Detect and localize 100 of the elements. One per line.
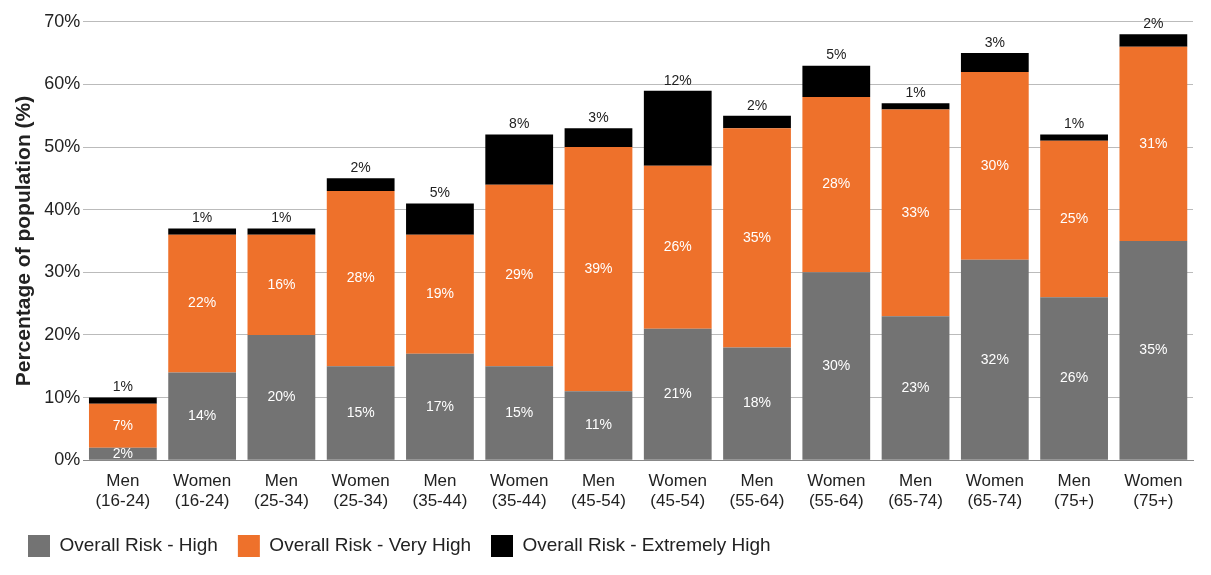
data-label: 30%	[822, 356, 851, 373]
data-label: 15%	[505, 403, 534, 420]
data-label: 5%	[826, 46, 847, 63]
data-label: 1%	[905, 84, 926, 101]
y-tick-label: 0%	[54, 449, 81, 470]
bar	[564, 147, 633, 392]
data-label: 2%	[746, 96, 768, 113]
bar	[881, 103, 950, 110]
bar	[1119, 46, 1188, 241]
bar	[88, 403, 157, 448]
legend-label: Overall Risk - Very High	[269, 534, 472, 556]
data-label: 12%	[663, 71, 692, 88]
data-label: 3%	[984, 33, 1005, 50]
bar	[485, 134, 554, 185]
data-label: 2%	[350, 159, 371, 176]
bar	[1040, 134, 1108, 141]
data-label: 28%	[346, 269, 375, 286]
bar	[802, 272, 871, 460]
y-tick-label: 60%	[44, 73, 81, 94]
bar	[88, 397, 157, 404]
x-tick-label: Men (65-74)	[888, 471, 943, 511]
data-label: 8%	[509, 115, 530, 132]
data-label: 25%	[1060, 209, 1089, 226]
bar	[1119, 34, 1188, 47]
x-tick-label: Women (65-74)	[965, 471, 1024, 511]
data-label: 7%	[112, 416, 133, 433]
bar	[485, 366, 554, 460]
data-label: 23%	[901, 378, 930, 395]
bar	[1040, 140, 1108, 298]
data-label: 11%	[584, 416, 612, 433]
bar	[802, 65, 871, 97]
data-label: 1%	[112, 378, 133, 395]
data-label: 15%	[346, 403, 375, 420]
data-label: 21%	[663, 385, 692, 402]
bar	[960, 259, 1029, 460]
bar	[168, 228, 237, 235]
bar	[326, 366, 395, 460]
x-tick-label: Women (55-64)	[807, 471, 866, 511]
data-label: 33%	[901, 203, 930, 220]
bar	[168, 372, 237, 460]
legend-label: Overall Risk - High	[59, 534, 218, 556]
bar	[802, 96, 871, 273]
bar	[406, 353, 474, 460]
data-label: 35%	[743, 228, 772, 245]
data-label: 28%	[822, 175, 851, 192]
bar	[1040, 297, 1108, 460]
y-axis-title: Percentage of population (%)	[11, 95, 35, 387]
bar	[406, 203, 474, 235]
x-tick-label: Men (25-34)	[253, 471, 309, 511]
data-label: 2%	[112, 444, 133, 461]
x-tick-label: Men (75+)	[1054, 471, 1095, 511]
y-tick-label: 40%	[44, 198, 81, 219]
data-label: 39%	[584, 260, 613, 277]
data-label: 26%	[1060, 369, 1089, 386]
data-label: 3%	[588, 109, 609, 126]
data-label: 26%	[663, 238, 692, 255]
x-tick-label: Women (35-44)	[490, 471, 549, 511]
bar	[723, 347, 791, 460]
data-label: 16%	[267, 275, 296, 292]
data-label: 20%	[267, 388, 296, 405]
data-label: 17%	[425, 397, 454, 414]
data-label: 31%	[1139, 134, 1168, 151]
bar	[247, 334, 316, 460]
data-label: 19%	[425, 285, 454, 302]
bar	[881, 109, 950, 317]
bar	[1119, 241, 1188, 460]
bar	[326, 178, 395, 191]
x-tick-label: Men (55-64)	[729, 471, 785, 511]
data-label: 29%	[505, 266, 534, 283]
bar	[564, 128, 633, 148]
data-label: 30%	[980, 156, 1009, 173]
y-tick-label: 10%	[44, 386, 81, 407]
data-label: 32%	[980, 350, 1009, 367]
bar	[881, 316, 950, 460]
x-tick-label: Men (35-44)	[412, 471, 468, 511]
x-tick-label: Women (25-34)	[331, 471, 390, 511]
bar	[406, 234, 474, 354]
x-tick-label: Men (16-24)	[95, 471, 151, 511]
bar	[960, 71, 1029, 260]
bar	[247, 228, 316, 235]
x-tick-label: Men (45-54)	[571, 471, 626, 511]
bar	[643, 165, 712, 329]
bar	[168, 234, 237, 373]
bar	[723, 128, 791, 348]
data-label: 1%	[1063, 115, 1085, 132]
y-tick-label: 30%	[44, 261, 81, 282]
y-tick-label: 20%	[44, 323, 81, 344]
data-label: 22%	[188, 294, 217, 311]
bar	[723, 115, 791, 129]
data-label: 2%	[1143, 15, 1164, 32]
bar	[643, 328, 712, 460]
bar	[247, 234, 316, 335]
legend-label: Overall Risk - Extremely High	[522, 534, 771, 556]
x-tick-label: Women (45-54)	[648, 471, 707, 511]
data-label: 18%	[743, 394, 772, 411]
data-label: 1%	[192, 209, 213, 226]
bar	[485, 184, 554, 367]
x-tick-label: Women (16-24)	[173, 471, 232, 511]
bar	[960, 53, 1029, 72]
x-tick-label: Women (75+)	[1124, 471, 1183, 511]
